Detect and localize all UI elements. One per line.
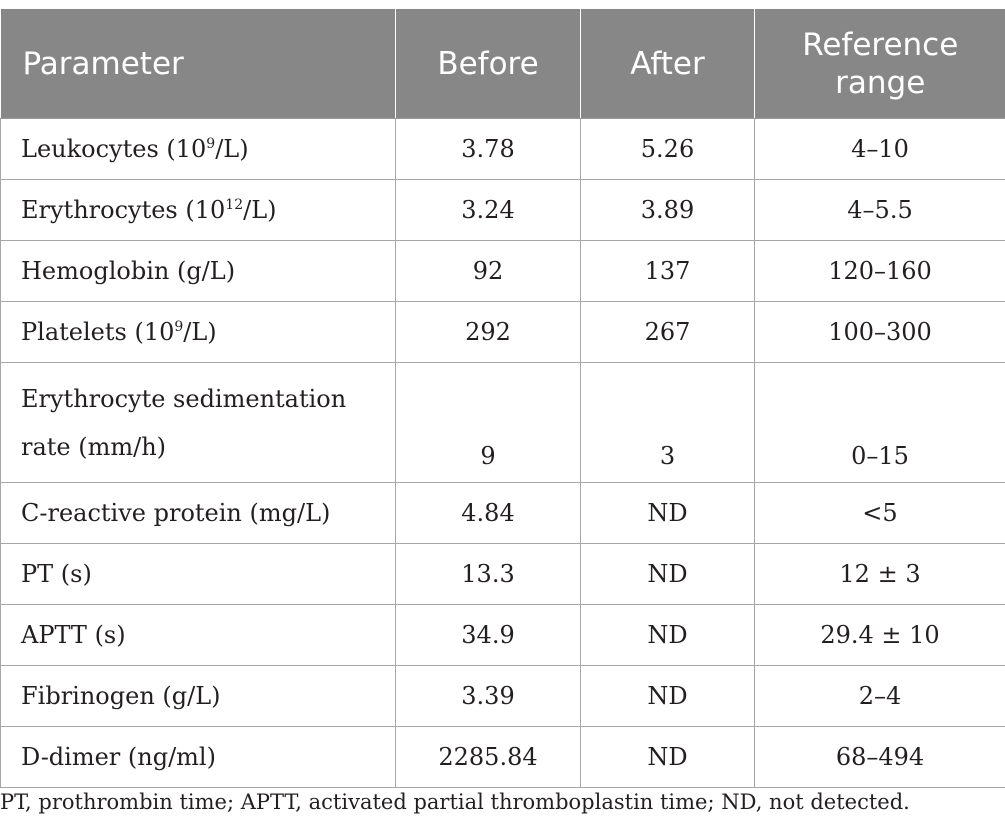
- lab-results-table-container: Parameter Before After Reference range L…: [0, 9, 1005, 788]
- table-row: Hemoglobin (g/L) 92 137 120–160: [0, 240, 1005, 302]
- after-cell: 5.26: [580, 118, 755, 180]
- after-cell: 3.89: [580, 179, 755, 241]
- before-cell: 292: [395, 301, 581, 363]
- table-row: Leukocytes (109/L) 3.78 5.26 4–10: [0, 118, 1005, 180]
- parameter-cell: APTT (s): [0, 604, 396, 666]
- after-cell: ND: [580, 665, 755, 727]
- table-row: C-reactive protein (mg/L) 4.84 ND <5: [0, 482, 1005, 544]
- table-row: Erythrocyte sedimentation rate (mm/h) 9 …: [0, 362, 1005, 483]
- parameter-cell: Hemoglobin (g/L): [0, 240, 396, 302]
- before-cell: 9: [395, 362, 581, 483]
- header-before: Before: [395, 9, 581, 119]
- after-cell: 137: [580, 240, 755, 302]
- header-after: After: [580, 9, 755, 119]
- after-cell: 267: [580, 301, 755, 363]
- before-cell: 4.84: [395, 482, 581, 544]
- reference-cell: 29.4 ± 10: [754, 604, 1005, 666]
- table-row: Erythrocytes (1012/L) 3.24 3.89 4–5.5: [0, 179, 1005, 241]
- header-parameter: Parameter: [0, 9, 396, 119]
- table-row: D-dimer (ng/ml) 2285.84 ND 68–494: [0, 726, 1005, 788]
- parameter-cell: D-dimer (ng/ml): [0, 726, 396, 788]
- table-row: Fibrinogen (g/L) 3.39 ND 2–4: [0, 665, 1005, 727]
- table-footnote: PT, prothrombin time; APTT, activated pa…: [0, 790, 910, 814]
- parameter-cell: Erythrocytes (1012/L): [0, 179, 396, 241]
- before-cell: 3.24: [395, 179, 581, 241]
- parameter-cell: Platelets (109/L): [0, 301, 396, 363]
- before-cell: 92: [395, 240, 581, 302]
- table-row: PT (s) 13.3 ND 12 ± 3: [0, 543, 1005, 605]
- reference-cell: 120–160: [754, 240, 1005, 302]
- after-cell: ND: [580, 543, 755, 605]
- before-cell: 34.9: [395, 604, 581, 666]
- table-row: Platelets (109/L) 292 267 100–300: [0, 301, 1005, 363]
- reference-cell: 68–494: [754, 726, 1005, 788]
- table-header-row: Parameter Before After Reference range: [0, 9, 1005, 119]
- parameter-cell: PT (s): [0, 543, 396, 605]
- reference-cell: 2–4: [754, 665, 1005, 727]
- reference-cell: 100–300: [754, 301, 1005, 363]
- table-row: APTT (s) 34.9 ND 29.4 ± 10: [0, 604, 1005, 666]
- after-cell: ND: [580, 482, 755, 544]
- reference-cell: 12 ± 3: [754, 543, 1005, 605]
- lab-results-table: Parameter Before After Reference range L…: [0, 9, 1005, 788]
- after-cell: 3: [580, 362, 755, 483]
- reference-cell: <5: [754, 482, 1005, 544]
- parameter-cell: C-reactive protein (mg/L): [0, 482, 396, 544]
- after-cell: ND: [580, 726, 755, 788]
- parameter-cell: Leukocytes (109/L): [0, 118, 396, 180]
- reference-cell: 0–15: [754, 362, 1005, 483]
- before-cell: 3.78: [395, 118, 581, 180]
- parameter-cell: Erythrocyte sedimentation rate (mm/h): [0, 362, 396, 483]
- after-cell: ND: [580, 604, 755, 666]
- before-cell: 3.39: [395, 665, 581, 727]
- header-reference-range: Reference range: [754, 9, 1005, 119]
- before-cell: 13.3: [395, 543, 581, 605]
- before-cell: 2285.84: [395, 726, 581, 788]
- reference-cell: 4–10: [754, 118, 1005, 180]
- parameter-cell: Fibrinogen (g/L): [0, 665, 396, 727]
- reference-cell: 4–5.5: [754, 179, 1005, 241]
